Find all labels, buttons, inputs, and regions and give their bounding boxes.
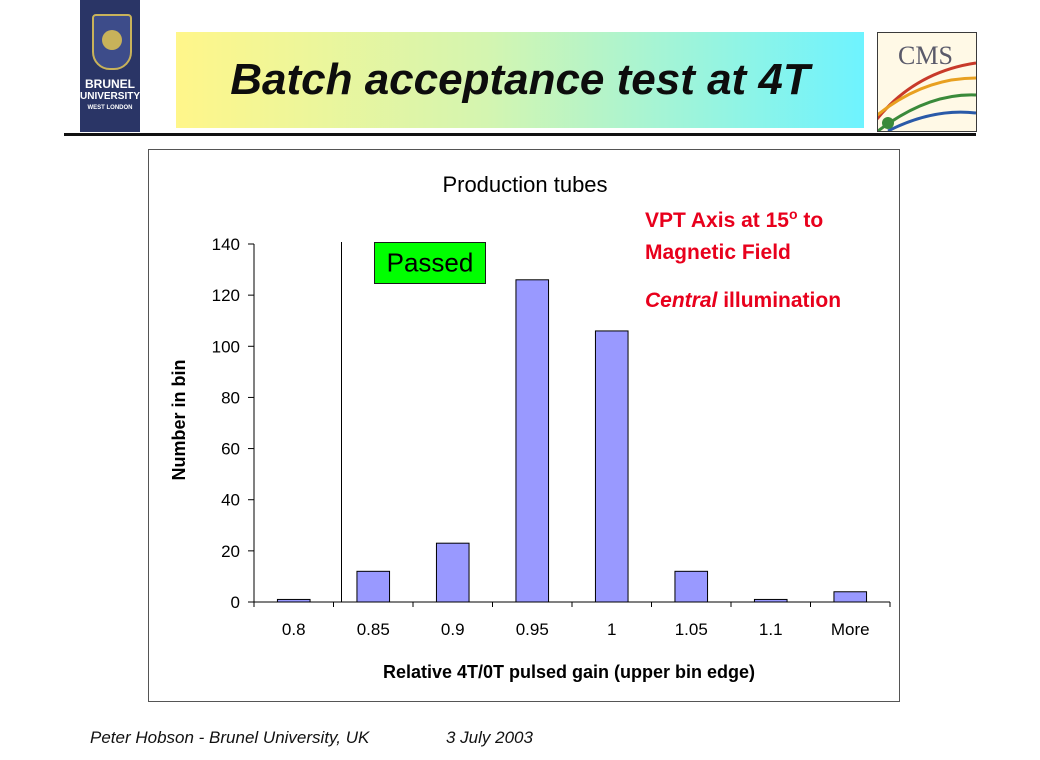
x-tick-label: 0.85 — [357, 620, 390, 639]
bar — [356, 570, 391, 603]
cms-arcs-icon — [878, 61, 976, 131]
x-tick-label: 0.9 — [441, 620, 465, 639]
bar — [753, 598, 788, 603]
x-tick-label: 1.1 — [759, 620, 783, 639]
passed-label: Passed — [386, 247, 474, 278]
logo-line-2: UNIVERSITY — [80, 91, 141, 102]
bar — [833, 591, 868, 603]
y-tick-label: 20 — [221, 542, 240, 561]
logo-line-3: WEST LONDON — [87, 105, 133, 111]
bar — [515, 279, 550, 603]
slide-title: Batch acceptance test at 4T — [230, 55, 810, 104]
footer-author: Peter Hobson - Brunel University, UK — [90, 728, 370, 747]
footer-date: 3 July 2003 — [446, 728, 533, 747]
x-tick-label: 0.95 — [516, 620, 549, 639]
bar — [435, 542, 470, 603]
bar — [276, 598, 311, 603]
crest-icon — [92, 14, 132, 70]
annotation-central: Central — [645, 289, 718, 312]
chart-frame: Production tubes Number in bin Relative … — [148, 149, 900, 702]
brunel-university-logo: BRUNEL UNIVERSITY WEST LONDON — [80, 0, 140, 132]
axes: 0 20 40 60 80 100 120 140 0.8 0.85 0.9 0.95 1 1.05 1.1… — [212, 235, 891, 639]
annotation-vpt-axis: VPT Axis at 15o to — [645, 207, 824, 232]
cms-logo: CMS — [877, 32, 977, 132]
annotation-illumination: Central illumination — [645, 290, 841, 311]
x-axis-label: Relative 4T/0T pulsed gain (upper bin ed… — [383, 662, 755, 682]
y-tick-label: 0 — [231, 593, 240, 612]
bar — [594, 330, 629, 603]
passed-label-box: Passed — [374, 242, 486, 284]
chart-title: Production tubes — [442, 172, 607, 197]
cms-logo-text: CMS — [898, 41, 953, 70]
bars — [276, 279, 868, 603]
title-banner: Batch acceptance test at 4T — [176, 32, 864, 128]
y-tick-label: 120 — [212, 286, 240, 305]
y-axis-label: Number in bin — [169, 360, 189, 481]
y-tick-label: 100 — [212, 337, 240, 356]
y-tick-label: 40 — [221, 491, 240, 510]
logo-line-1: BRUNEL — [85, 77, 135, 91]
production-tubes-chart: Production tubes Number in bin Relative … — [169, 172, 891, 682]
x-tick-label: 0.8 — [282, 620, 306, 639]
degree-sup: o — [788, 206, 798, 222]
x-tick-label: More — [831, 620, 870, 639]
title-divider — [64, 133, 976, 136]
annotation-vpt-axis-prefix: VPT Axis at 15 — [645, 209, 789, 232]
y-tick-label: 60 — [221, 440, 240, 459]
y-tick-label: 80 — [221, 388, 240, 407]
annotation-illumination-rest: illumination — [717, 289, 842, 312]
x-tick-label: 1 — [607, 620, 616, 639]
annotation-magnetic-field: Magnetic Field — [645, 241, 791, 264]
x-tick-label: 1.05 — [675, 620, 708, 639]
y-tick-label: 140 — [212, 235, 240, 254]
bar — [674, 570, 709, 603]
annotation-vpt-axis-suffix: to — [797, 209, 824, 232]
